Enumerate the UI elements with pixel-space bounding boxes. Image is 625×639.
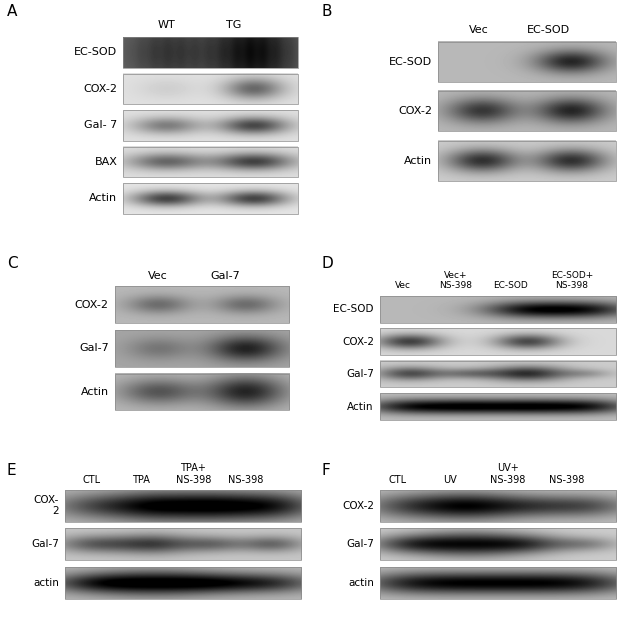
Text: BAX: BAX — [94, 157, 118, 167]
Text: NS-398: NS-398 — [228, 475, 263, 484]
Bar — [123, 146, 298, 177]
Text: Gal-7: Gal-7 — [346, 539, 374, 550]
Text: TG: TG — [226, 20, 242, 30]
Text: D: D — [321, 256, 333, 271]
Bar — [438, 141, 616, 181]
Bar — [65, 567, 301, 599]
Text: A: A — [7, 4, 17, 19]
Text: Vec+
NS-398: Vec+ NS-398 — [439, 271, 472, 290]
Bar — [380, 567, 616, 599]
Text: EC-SOD: EC-SOD — [74, 47, 118, 58]
Text: WT: WT — [158, 20, 176, 30]
Text: UV: UV — [443, 475, 457, 484]
Text: COX-2: COX-2 — [398, 106, 432, 116]
Text: Gal-7: Gal-7 — [79, 343, 109, 353]
Bar — [380, 528, 616, 560]
Text: Vec: Vec — [148, 271, 168, 281]
Text: EC-SOD: EC-SOD — [528, 25, 571, 35]
Text: EC-SOD+
NS-398: EC-SOD+ NS-398 — [551, 271, 593, 290]
Bar — [438, 91, 616, 131]
Text: EC-SOD: EC-SOD — [389, 57, 432, 66]
Bar — [123, 110, 298, 141]
Text: Gal-7: Gal-7 — [31, 539, 59, 550]
Text: UV+
NS-398: UV+ NS-398 — [490, 463, 526, 484]
Bar — [123, 183, 298, 213]
Text: Vec: Vec — [395, 281, 411, 290]
Bar — [380, 296, 616, 323]
Text: C: C — [7, 256, 18, 271]
Bar — [123, 73, 298, 104]
Text: TPA: TPA — [132, 475, 149, 484]
Text: B: B — [321, 4, 332, 19]
Text: TPA+
NS-398: TPA+ NS-398 — [176, 463, 211, 484]
Text: COX-
2: COX- 2 — [34, 495, 59, 516]
Bar — [380, 328, 616, 355]
Text: COX-2: COX-2 — [342, 500, 374, 511]
Text: EC-SOD: EC-SOD — [333, 304, 374, 314]
Text: Actin: Actin — [404, 156, 432, 166]
Text: F: F — [321, 463, 330, 478]
Text: COX-2: COX-2 — [342, 337, 374, 347]
Bar — [114, 374, 289, 410]
Text: E: E — [7, 463, 16, 478]
Bar — [65, 489, 301, 521]
Text: CTL: CTL — [82, 475, 100, 484]
Bar — [438, 42, 616, 82]
Text: Actin: Actin — [348, 401, 374, 412]
Text: Vec: Vec — [469, 25, 489, 35]
Text: COX-2: COX-2 — [74, 300, 109, 309]
Text: EC-SOD: EC-SOD — [494, 281, 528, 290]
Text: actin: actin — [348, 578, 374, 588]
Text: NS-398: NS-398 — [549, 475, 584, 484]
Text: Actin: Actin — [89, 194, 118, 203]
Bar — [123, 37, 298, 68]
Text: CTL: CTL — [388, 475, 406, 484]
Bar — [380, 489, 616, 521]
Bar — [380, 361, 616, 387]
Text: Gal-7: Gal-7 — [346, 369, 374, 379]
Text: COX-2: COX-2 — [83, 84, 118, 94]
Text: Actin: Actin — [81, 387, 109, 397]
Text: Gal-7: Gal-7 — [211, 271, 240, 281]
Text: actin: actin — [33, 578, 59, 588]
Bar — [380, 393, 616, 420]
Bar — [65, 528, 301, 560]
Text: Gal- 7: Gal- 7 — [84, 120, 118, 130]
Bar — [114, 286, 289, 323]
Bar — [114, 330, 289, 367]
